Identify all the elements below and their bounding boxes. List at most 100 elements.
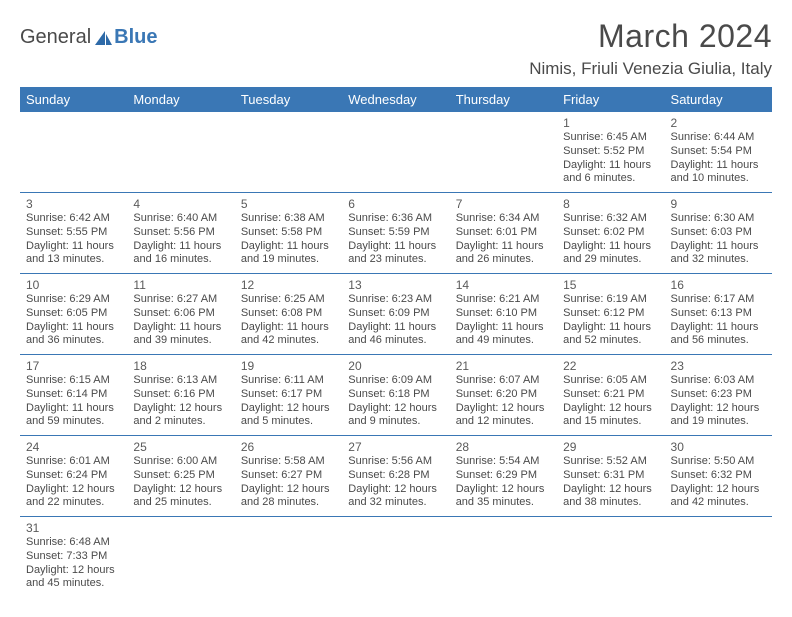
sunrise-text: Sunrise: 6:01 AM	[26, 455, 121, 469]
calendar-cell: 29Sunrise: 5:52 AMSunset: 6:31 PMDayligh…	[557, 436, 664, 517]
calendar-cell: 19Sunrise: 6:11 AMSunset: 6:17 PMDayligh…	[235, 355, 342, 436]
daylight-text: Daylight: 11 hours and 23 minutes.	[348, 240, 443, 268]
day-number: 1	[563, 116, 658, 130]
sunrise-text: Sunrise: 6:30 AM	[671, 212, 766, 226]
sunset-text: Sunset: 6:31 PM	[563, 469, 658, 483]
day-number: 30	[671, 440, 766, 454]
day-number: 2	[671, 116, 766, 130]
day-header: Tuesday	[235, 87, 342, 112]
calendar-cell: 1Sunrise: 6:45 AMSunset: 5:52 PMDaylight…	[557, 112, 664, 193]
daylight-text: Daylight: 11 hours and 13 minutes.	[26, 240, 121, 268]
sunset-text: Sunset: 6:13 PM	[671, 307, 766, 321]
calendar-row: 10Sunrise: 6:29 AMSunset: 6:05 PMDayligh…	[20, 274, 772, 355]
calendar-cell: 31Sunrise: 6:48 AMSunset: 7:33 PMDayligh…	[20, 517, 127, 598]
daylight-text: Daylight: 12 hours and 45 minutes.	[26, 564, 121, 592]
calendar-cell: 22Sunrise: 6:05 AMSunset: 6:21 PMDayligh…	[557, 355, 664, 436]
daylight-text: Daylight: 12 hours and 9 minutes.	[348, 402, 443, 430]
sunrise-text: Sunrise: 6:23 AM	[348, 293, 443, 307]
sunrise-text: Sunrise: 6:21 AM	[456, 293, 551, 307]
sunset-text: Sunset: 6:01 PM	[456, 226, 551, 240]
day-number: 25	[133, 440, 228, 454]
daylight-text: Daylight: 11 hours and 59 minutes.	[26, 402, 121, 430]
sunset-text: Sunset: 6:24 PM	[26, 469, 121, 483]
day-number: 8	[563, 197, 658, 211]
calendar-cell: 25Sunrise: 6:00 AMSunset: 6:25 PMDayligh…	[127, 436, 234, 517]
sunset-text: Sunset: 6:27 PM	[241, 469, 336, 483]
calendar-row: 24Sunrise: 6:01 AMSunset: 6:24 PMDayligh…	[20, 436, 772, 517]
sunrise-text: Sunrise: 6:48 AM	[26, 536, 121, 550]
sunset-text: Sunset: 6:17 PM	[241, 388, 336, 402]
sunrise-text: Sunrise: 6:13 AM	[133, 374, 228, 388]
calendar-cell	[127, 112, 234, 193]
day-number: 24	[26, 440, 121, 454]
calendar-body: 1Sunrise: 6:45 AMSunset: 5:52 PMDaylight…	[20, 112, 772, 597]
day-header: Sunday	[20, 87, 127, 112]
sunrise-text: Sunrise: 6:05 AM	[563, 374, 658, 388]
daylight-text: Daylight: 12 hours and 12 minutes.	[456, 402, 551, 430]
daylight-text: Daylight: 11 hours and 19 minutes.	[241, 240, 336, 268]
day-number: 20	[348, 359, 443, 373]
sunset-text: Sunset: 5:58 PM	[241, 226, 336, 240]
daylight-text: Daylight: 12 hours and 42 minutes.	[671, 483, 766, 511]
calendar-cell	[235, 112, 342, 193]
day-number: 11	[133, 278, 228, 292]
calendar-cell: 23Sunrise: 6:03 AMSunset: 6:23 PMDayligh…	[665, 355, 772, 436]
sunset-text: Sunset: 5:59 PM	[348, 226, 443, 240]
day-number: 22	[563, 359, 658, 373]
calendar-row: 17Sunrise: 6:15 AMSunset: 6:14 PMDayligh…	[20, 355, 772, 436]
calendar-row: 31Sunrise: 6:48 AMSunset: 7:33 PMDayligh…	[20, 517, 772, 598]
day-number: 5	[241, 197, 336, 211]
sunset-text: Sunset: 6:32 PM	[671, 469, 766, 483]
sunset-text: Sunset: 5:54 PM	[671, 145, 766, 159]
logo-text-2: Blue	[114, 26, 157, 49]
calendar-cell	[450, 112, 557, 193]
calendar-cell: 18Sunrise: 6:13 AMSunset: 6:16 PMDayligh…	[127, 355, 234, 436]
daylight-text: Daylight: 11 hours and 36 minutes.	[26, 321, 121, 349]
day-number: 19	[241, 359, 336, 373]
day-number: 26	[241, 440, 336, 454]
day-number: 13	[348, 278, 443, 292]
calendar-cell: 30Sunrise: 5:50 AMSunset: 6:32 PMDayligh…	[665, 436, 772, 517]
daylight-text: Daylight: 11 hours and 6 minutes.	[563, 159, 658, 187]
calendar-cell: 5Sunrise: 6:38 AMSunset: 5:58 PMDaylight…	[235, 193, 342, 274]
day-number: 7	[456, 197, 551, 211]
daylight-text: Daylight: 12 hours and 25 minutes.	[133, 483, 228, 511]
daylight-text: Daylight: 12 hours and 15 minutes.	[563, 402, 658, 430]
daylight-text: Daylight: 11 hours and 10 minutes.	[671, 159, 766, 187]
sunrise-text: Sunrise: 5:56 AM	[348, 455, 443, 469]
logo-sail-icon	[93, 29, 113, 47]
calendar-cell	[342, 112, 449, 193]
daylight-text: Daylight: 11 hours and 46 minutes.	[348, 321, 443, 349]
calendar-cell: 2Sunrise: 6:44 AMSunset: 5:54 PMDaylight…	[665, 112, 772, 193]
calendar-cell: 27Sunrise: 5:56 AMSunset: 6:28 PMDayligh…	[342, 436, 449, 517]
daylight-text: Daylight: 12 hours and 22 minutes.	[26, 483, 121, 511]
sunset-text: Sunset: 6:28 PM	[348, 469, 443, 483]
day-header: Wednesday	[342, 87, 449, 112]
sunrise-text: Sunrise: 6:00 AM	[133, 455, 228, 469]
calendar-cell	[557, 517, 664, 598]
daylight-text: Daylight: 11 hours and 29 minutes.	[563, 240, 658, 268]
sunrise-text: Sunrise: 6:17 AM	[671, 293, 766, 307]
day-number: 6	[348, 197, 443, 211]
sunset-text: Sunset: 6:10 PM	[456, 307, 551, 321]
sunset-text: Sunset: 6:06 PM	[133, 307, 228, 321]
sunset-text: Sunset: 5:55 PM	[26, 226, 121, 240]
sunrise-text: Sunrise: 5:50 AM	[671, 455, 766, 469]
sunrise-text: Sunrise: 6:25 AM	[241, 293, 336, 307]
daylight-text: Daylight: 11 hours and 42 minutes.	[241, 321, 336, 349]
calendar-cell	[665, 517, 772, 598]
day-number: 12	[241, 278, 336, 292]
sunset-text: Sunset: 6:09 PM	[348, 307, 443, 321]
calendar-cell: 9Sunrise: 6:30 AMSunset: 6:03 PMDaylight…	[665, 193, 772, 274]
sunset-text: Sunset: 6:16 PM	[133, 388, 228, 402]
calendar-cell: 26Sunrise: 5:58 AMSunset: 6:27 PMDayligh…	[235, 436, 342, 517]
sunset-text: Sunset: 6:20 PM	[456, 388, 551, 402]
day-number: 21	[456, 359, 551, 373]
sunset-text: Sunset: 6:02 PM	[563, 226, 658, 240]
daylight-text: Daylight: 11 hours and 32 minutes.	[671, 240, 766, 268]
daylight-text: Daylight: 11 hours and 16 minutes.	[133, 240, 228, 268]
calendar-cell: 16Sunrise: 6:17 AMSunset: 6:13 PMDayligh…	[665, 274, 772, 355]
day-header-row: Sunday Monday Tuesday Wednesday Thursday…	[20, 87, 772, 112]
sunrise-text: Sunrise: 6:11 AM	[241, 374, 336, 388]
sunset-text: Sunset: 6:08 PM	[241, 307, 336, 321]
